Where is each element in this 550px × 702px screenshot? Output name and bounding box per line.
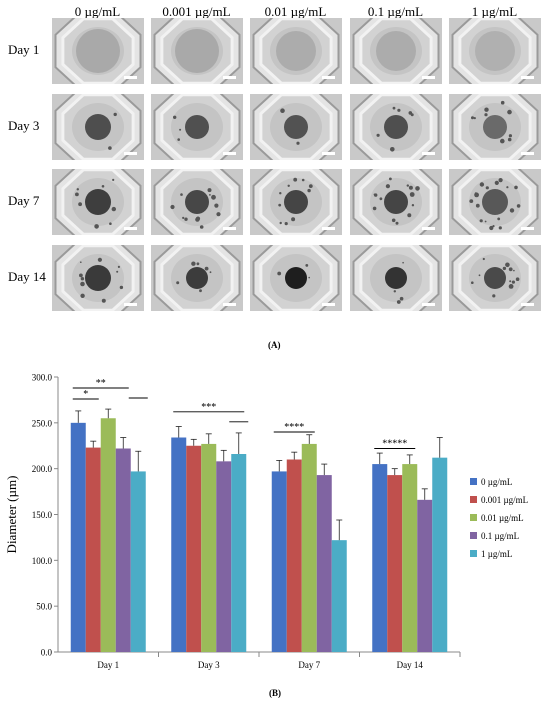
spheroid-micrograph: [350, 94, 442, 160]
significance-marker: ****: [284, 422, 304, 433]
legend-label: 0.1 µg/mL: [481, 531, 519, 541]
x-tick-label: Day 7: [298, 660, 320, 670]
legend-swatch: [470, 532, 477, 539]
spheroid-micrograph: [250, 18, 342, 84]
diameter-bar-chart: 0.0 50.0 100.0 150.0 200.0 250.0 300.0 Diameter…: [4, 373, 528, 699]
bar-4-2: [331, 540, 347, 652]
bar-1-0: [85, 447, 101, 652]
legend-label: 0.001 µg/mL: [481, 495, 528, 505]
spheroid-micrograph: [151, 169, 243, 235]
legend-swatch: [470, 550, 477, 557]
bar-1-1: [186, 445, 202, 652]
bar-3-2: [316, 475, 332, 652]
y-tick-label: 150.0: [32, 510, 53, 520]
concentration-header: 0.01 µg/mL: [264, 4, 327, 19]
bar-3-0: [115, 448, 131, 652]
significance-marker: ***: [201, 402, 216, 413]
y-tick-label: 0.0: [41, 648, 53, 658]
spheroid-micrograph: [250, 169, 342, 235]
x-tick-label: Day 14: [397, 660, 424, 670]
bar-4-1: [231, 454, 247, 652]
day-row-label: Day 14: [8, 269, 46, 284]
spheroid-micrograph: [449, 169, 541, 235]
bar-2-3: [402, 464, 418, 652]
day-row-label: Day 3: [8, 118, 40, 133]
bar-4-0: [130, 471, 146, 652]
legend-swatch: [470, 496, 477, 503]
spheroid-micrograph: [52, 169, 144, 235]
y-tick-label: 300.0: [32, 373, 53, 383]
legend-label: 1 µg/mL: [481, 549, 512, 559]
bar-0-1: [171, 437, 187, 652]
spheroid-micrograph: [151, 18, 243, 84]
significance-marker: *****: [382, 439, 407, 450]
significance-marker: **: [96, 378, 106, 389]
micrograph-panel: 0 µg/mL 0.001 µg/mL 0.01 µg/mL 0.1 µg/mL 1 µ…: [8, 4, 541, 350]
y-tick-label: 50.0: [36, 602, 52, 612]
spheroid-micrograph: [250, 245, 342, 311]
spheroid-micrograph: [449, 18, 541, 84]
spheroid-micrograph: [250, 94, 342, 160]
concentration-header: 0.1 µg/mL: [367, 4, 424, 19]
panel-b-label: (B): [269, 688, 281, 698]
panel-a-label: (A): [268, 340, 281, 350]
spheroid-micrograph: [52, 245, 144, 311]
spheroid-micrograph: [449, 245, 541, 311]
y-tick-label: 250.0: [32, 418, 53, 428]
day-row-label: Day 7: [8, 193, 40, 208]
spheroid-micrograph: [350, 169, 442, 235]
y-tick-label: 200.0: [32, 464, 53, 474]
concentration-header: 0 µg/mL: [74, 4, 121, 19]
significance-marker: *: [83, 389, 88, 400]
spheroid-micrograph: [151, 245, 243, 311]
legend-swatch: [470, 478, 477, 485]
bar-0-3: [372, 464, 388, 652]
spheroid-micrograph: [52, 18, 144, 84]
bar-3-1: [216, 461, 232, 652]
x-tick-label: Day 1: [97, 660, 119, 670]
y-axis-title: Diameter (µm): [4, 476, 19, 554]
spheroid-micrograph: [151, 94, 243, 160]
bar-4-3: [432, 457, 448, 652]
bar-0-0: [70, 422, 86, 652]
y-tick-label: 100.0: [32, 556, 53, 566]
spheroid-micrograph: [350, 245, 442, 311]
day-row-label: Day 1: [8, 42, 40, 57]
spheroid-micrograph: [52, 94, 144, 160]
bar-1-3: [387, 475, 403, 652]
legend-label: 0 µg/mL: [481, 477, 512, 487]
bar-2-1: [201, 443, 217, 652]
bar-3-3: [417, 499, 433, 652]
spheroid-micrograph: [449, 94, 541, 160]
concentration-header: 0.001 µg/mL: [162, 4, 231, 19]
concentration-header: 1 µg/mL: [471, 4, 518, 19]
bar-1-2: [286, 459, 302, 652]
bar-0-2: [271, 471, 287, 652]
legend-label: 0.01 µg/mL: [481, 513, 524, 523]
legend-swatch: [470, 514, 477, 521]
bar-2-0: [100, 418, 116, 652]
spheroid-micrograph: [350, 18, 442, 84]
bar-2-2: [301, 443, 317, 652]
x-tick-label: Day 3: [198, 660, 220, 670]
